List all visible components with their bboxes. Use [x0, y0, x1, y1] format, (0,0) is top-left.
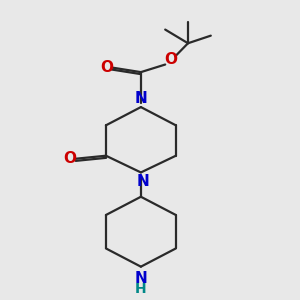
- Text: O: O: [100, 60, 113, 75]
- Text: O: O: [164, 52, 177, 68]
- Text: O: O: [64, 151, 76, 166]
- Text: N: N: [134, 91, 147, 106]
- Text: N: N: [134, 271, 147, 286]
- Text: H: H: [135, 283, 147, 296]
- Text: N: N: [137, 174, 150, 189]
